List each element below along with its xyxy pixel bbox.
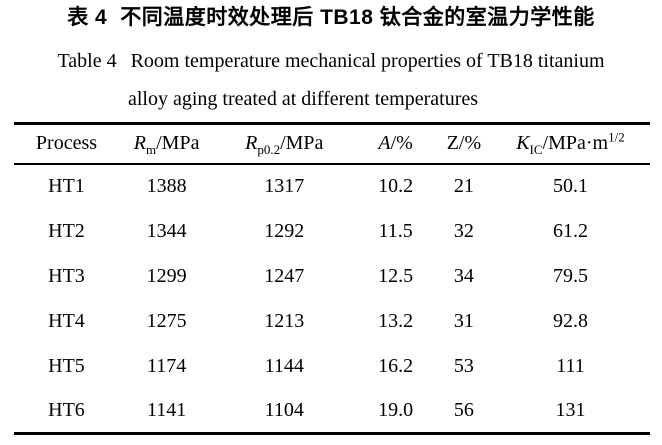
col-header-rm: Rm/MPa — [118, 123, 215, 165]
col-header-process: Process — [14, 123, 119, 165]
table-caption-en-title-cont: alloy aging treated at different tempera… — [127, 88, 479, 110]
table-caption-zh-label: 表 4 — [67, 6, 108, 29]
value-cell: 1144 — [264, 354, 304, 377]
value-cell: 79.5 — [552, 264, 588, 287]
value-cell: 61.2 — [552, 219, 588, 242]
value-cell: 131 — [555, 398, 586, 421]
header-symbol: R — [133, 132, 146, 155]
process-cell: HT5 — [48, 354, 85, 377]
table-body: HT1 1388 1317 10.2 21 50.1 HT2 1344 1292 11.5 32 61… — [14, 164, 650, 434]
value-cell: 19.0 — [378, 398, 414, 421]
table-caption-en-line1: Table 4 Room temperature mechanical prope… — [0, 48, 662, 74]
value-cell: 1299 — [146, 264, 187, 287]
header-unit: /% — [458, 132, 482, 155]
col-header-kic: KIC/MPa·m1/2 — [490, 123, 650, 165]
table-caption-en-line2: alloy aging treated at different tempera… — [0, 86, 662, 112]
table-caption-zh: 表 4 不同温度时效处理后 TB18 钛合金的室温力学性能 — [0, 4, 662, 31]
table-header: Process Rm/MPa Rp0.2/MPa A/% Z/% KIC/MPa… — [14, 123, 650, 165]
header-unit: /MPa — [156, 132, 200, 155]
table-row: HT4 1275 1213 13.2 31 92.8 — [14, 299, 650, 344]
table-header-row: Process Rm/MPa Rp0.2/MPa A/% Z/% KIC/MPa… — [14, 123, 650, 165]
value-cell: 1388 — [146, 175, 187, 197]
table-row: HT3 1299 1247 12.5 34 79.5 — [14, 254, 650, 299]
value-cell: 1292 — [264, 219, 305, 242]
value-cell: 111 — [556, 354, 585, 377]
value-cell: 11.5 — [378, 219, 413, 242]
value-cell: 1174 — [147, 354, 187, 377]
value-cell: 1344 — [146, 219, 187, 242]
value-cell: 13.2 — [378, 309, 414, 332]
properties-table: Process Rm/MPa Rp0.2/MPa A/% Z/% KIC/MPa… — [14, 122, 650, 435]
value-cell: 21 — [453, 175, 474, 197]
header-subscript: IC — [529, 142, 543, 158]
header-subscript: p0.2 — [257, 142, 281, 158]
value-cell: 1141 — [147, 398, 187, 421]
value-cell: 12.5 — [378, 264, 414, 287]
value-cell: 53 — [453, 354, 474, 377]
header-symbol: Z — [446, 132, 459, 155]
header-label: Process — [35, 132, 98, 155]
value-cell: 1275 — [146, 309, 187, 332]
table-row: HT2 1344 1292 11.5 32 61.2 — [14, 209, 650, 254]
table-caption-zh-title: 不同温度时效处理后 TB18 钛合金的室温力学性能 — [120, 6, 595, 29]
header-unit: /MPa·m — [542, 132, 609, 155]
process-cell: HT6 — [48, 398, 85, 421]
value-cell: 50.1 — [552, 175, 588, 197]
header-unit: /MPa — [280, 132, 324, 155]
process-cell: HT1 — [48, 175, 85, 197]
value-cell: 1213 — [264, 309, 305, 332]
table-caption-en-label: Table 4 — [57, 50, 117, 72]
header-subscript: m — [146, 142, 157, 158]
header-unit: /% — [390, 132, 413, 155]
value-cell: 16.2 — [378, 354, 414, 377]
value-cell: 31 — [453, 309, 474, 332]
header-symbol: R — [245, 132, 258, 155]
value-cell: 1104 — [264, 398, 304, 421]
table-caption-en-title: Room temperature mechanical properties o… — [130, 50, 605, 72]
value-cell: 92.8 — [552, 309, 588, 332]
col-header-elongation: A/% — [354, 123, 437, 165]
col-header-reduction: Z/% — [436, 123, 491, 165]
process-cell: HT3 — [48, 264, 85, 287]
value-cell: 1317 — [264, 175, 305, 197]
col-header-rp02: Rp0.2/MPa — [214, 123, 355, 165]
value-cell: 1247 — [264, 264, 305, 287]
header-symbol: K — [516, 132, 530, 155]
process-cell: HT4 — [48, 309, 85, 332]
value-cell: 34 — [453, 264, 474, 287]
header-superscript: 1/2 — [608, 129, 625, 145]
process-cell: HT2 — [48, 219, 85, 242]
value-cell: 56 — [453, 398, 474, 421]
table-row: HT5 1174 1144 16.2 53 111 — [14, 344, 650, 389]
value-cell: 32 — [453, 219, 474, 242]
table-row: HT6 1141 1104 19.0 56 131 — [14, 389, 650, 434]
header-symbol: A — [378, 132, 391, 155]
value-cell: 10.2 — [378, 175, 414, 197]
table-row: HT1 1388 1317 10.2 21 50.1 — [14, 164, 650, 209]
